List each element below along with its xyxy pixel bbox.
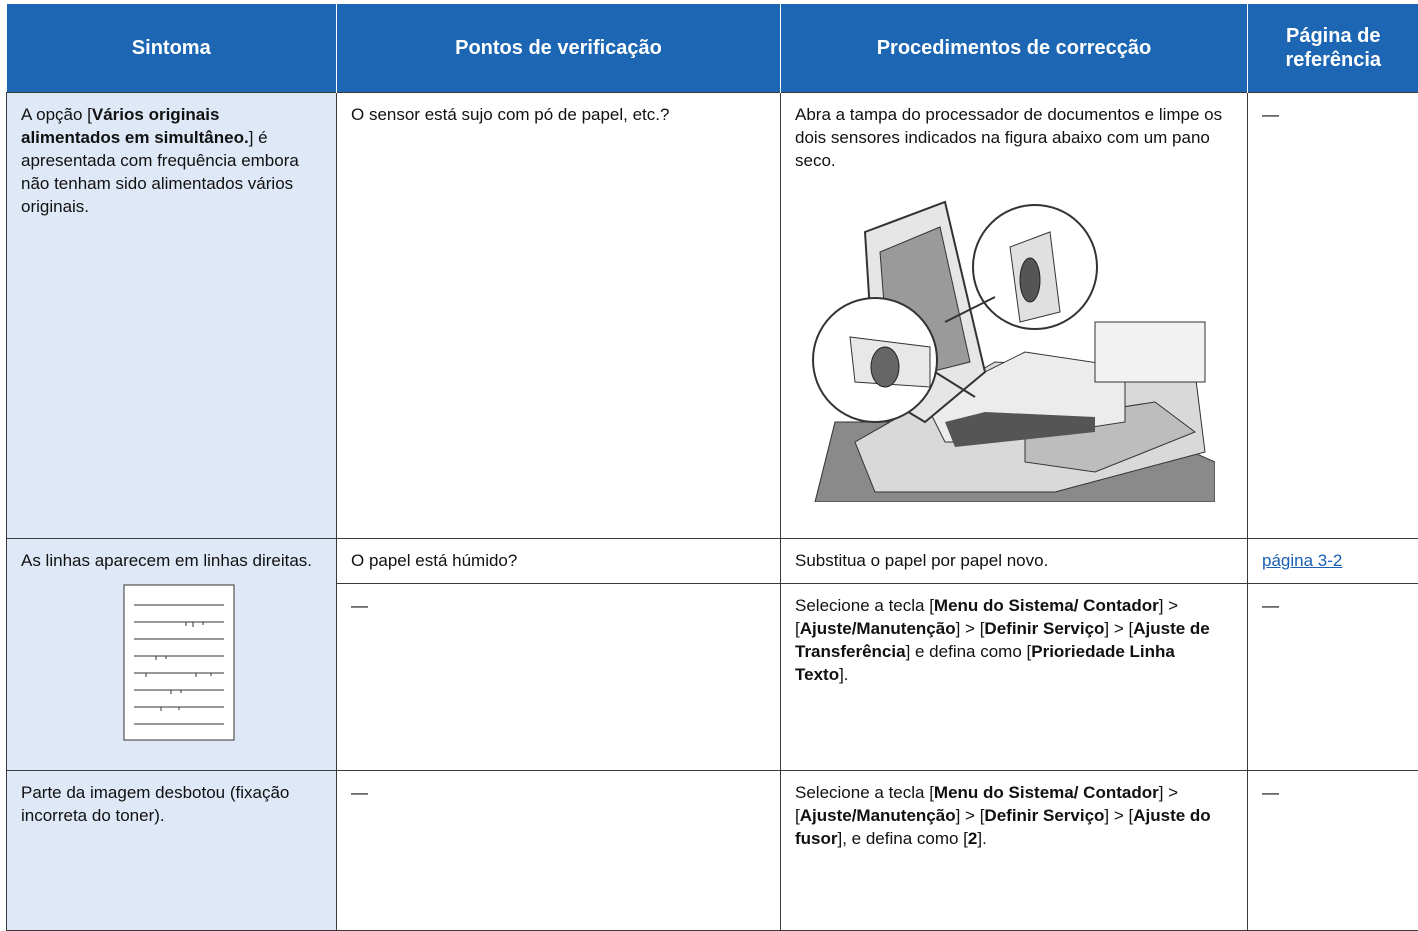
reference-cell: — <box>1248 93 1418 539</box>
procedure-cell: Abra a tampa do processador de documento… <box>781 93 1248 539</box>
scanner-illustration <box>795 172 1215 502</box>
row: As linhas aparecem em linhas direitas. O… <box>7 539 1418 584</box>
text: Selecione a tecla [ <box>795 783 934 802</box>
symptom-cell: As linhas aparecem em linhas direitas. <box>7 539 337 771</box>
symptom-cell: A opção [Vários originais alimentados em… <box>7 93 337 539</box>
header-cell: Procedimentos de correcção <box>781 4 1248 93</box>
row: A opção [Vários originais alimentados em… <box>7 93 1418 539</box>
text: ] > [ <box>1104 806 1133 825</box>
text: ] > [ <box>1104 619 1133 638</box>
header-cell: Página de referência <box>1248 4 1418 93</box>
text: ] > [ <box>956 806 985 825</box>
troubleshooting-table: Sintoma Pontos de verificação Procedimen… <box>6 4 1418 931</box>
page-link[interactable]: página 3-2 <box>1262 551 1342 570</box>
text: A opção [ <box>21 105 92 124</box>
text: ] e defina como [ <box>906 642 1032 661</box>
header-row: Sintoma Pontos de verificação Procedimen… <box>7 4 1418 93</box>
text: ] > [ <box>956 619 985 638</box>
bold-text: Menu do Sistema/ Contador <box>934 596 1159 615</box>
header-cell: Sintoma <box>7 4 337 93</box>
text: Abra a tampa do processador de documento… <box>795 105 1222 170</box>
check-cell: — <box>337 771 781 931</box>
reference-cell: — <box>1248 771 1418 931</box>
bold-text: Definir Serviço <box>984 806 1104 825</box>
bold-text: 2 <box>968 829 977 848</box>
text: As linhas aparecem em linhas direitas. <box>21 551 312 570</box>
reference-cell: página 3-2 <box>1248 539 1418 584</box>
row: Parte da imagem desbotou (fixação incorr… <box>7 771 1418 931</box>
procedure-cell: Substitua o papel por papel novo. <box>781 539 1248 584</box>
bold-text: Definir Serviço <box>984 619 1104 638</box>
text: ]. <box>977 829 986 848</box>
text: ], e defina como [ <box>838 829 968 848</box>
bold-text: Ajuste/Manutenção <box>800 619 956 638</box>
lines-illustration <box>21 580 321 750</box>
check-cell: O sensor está sujo com pó de papel, etc.… <box>337 93 781 539</box>
header-cell: Pontos de verificação <box>337 4 781 93</box>
text: Selecione a tecla [ <box>795 596 934 615</box>
reference-cell: — <box>1248 584 1418 771</box>
procedure-cell: Selecione a tecla [Menu do Sistema/ Cont… <box>781 771 1248 931</box>
check-cell: O papel está húmido? <box>337 539 781 584</box>
check-cell: — <box>337 584 781 771</box>
bold-text: Ajuste/Manutenção <box>800 806 956 825</box>
procedure-cell: Selecione a tecla [Menu do Sistema/ Cont… <box>781 584 1248 771</box>
text: ]. <box>839 665 848 684</box>
bold-text: Menu do Sistema/ Contador <box>934 783 1159 802</box>
symptom-cell: Parte da imagem desbotou (fixação incorr… <box>7 771 337 931</box>
